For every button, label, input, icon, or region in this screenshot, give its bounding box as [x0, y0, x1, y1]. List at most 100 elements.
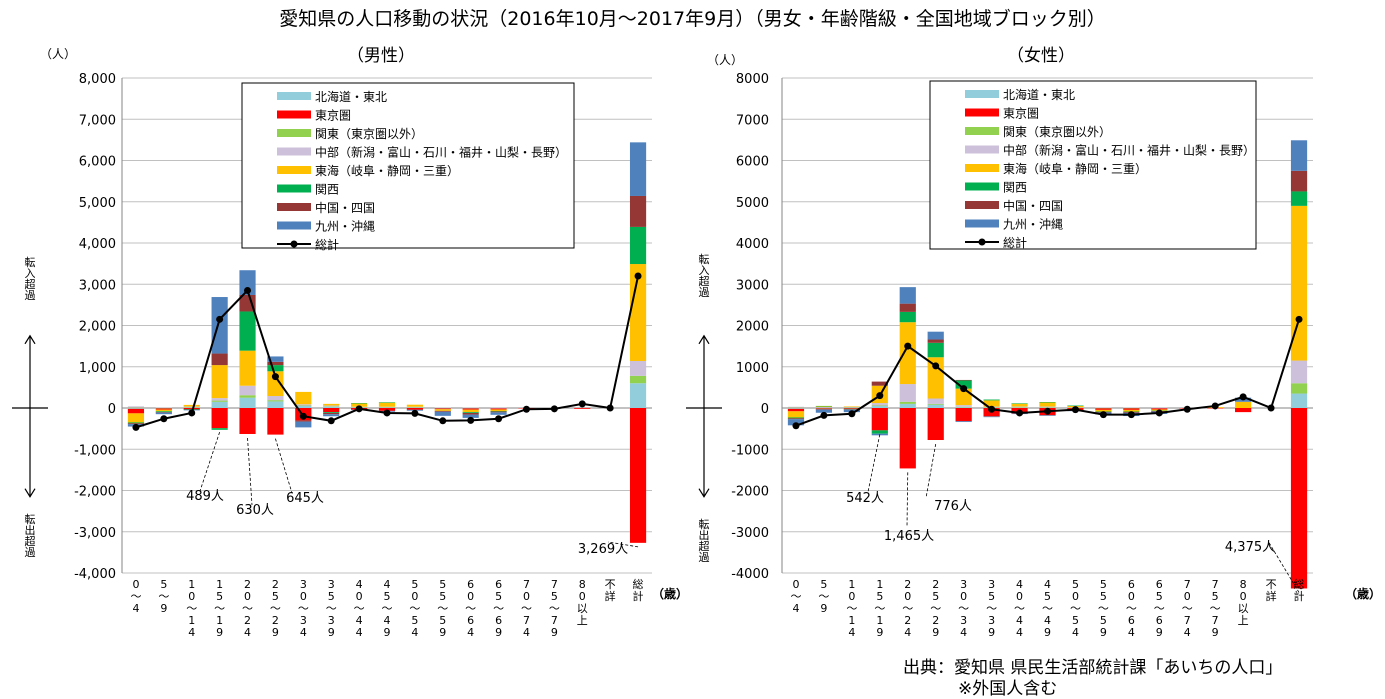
bar-segment-tokyo	[843, 408, 860, 409]
legend-swatch-kyushu_okinawa	[277, 221, 311, 230]
legend-label: 関東（東京圏以外）	[1003, 125, 1111, 139]
total-point	[1016, 409, 1024, 417]
bar-segment-tokai	[155, 409, 172, 412]
bar-segment-chubu	[462, 407, 479, 408]
svg-text:2: 2	[932, 614, 939, 627]
total-point	[1239, 393, 1247, 401]
bar-segment-tokai	[211, 365, 228, 399]
bar-segment-kyushu_okinawa	[787, 419, 805, 426]
bar-segment-tokai	[1235, 401, 1252, 408]
bar-segment-tokai	[267, 371, 284, 397]
svg-text:上: 上	[1238, 614, 1249, 627]
bar-segment-kyushu_okinawa	[295, 421, 312, 428]
arrow-down-head	[24, 488, 36, 498]
total-point	[578, 400, 586, 408]
legend-label: 関東（東京圏以外）	[315, 127, 423, 141]
svg-text:詳: 詳	[605, 589, 616, 603]
bar-segment-kanto	[378, 407, 396, 408]
y-unit-label: （人）	[40, 47, 76, 61]
svg-text:4: 4	[132, 602, 139, 615]
bar-segment-tokai	[843, 406, 860, 407]
svg-text:～: ～	[465, 602, 476, 615]
bar-segment-tokai	[323, 403, 340, 406]
bar-segment-kansai	[351, 403, 368, 404]
legend-label: 関西	[315, 183, 339, 197]
y-tick-label: -4000	[731, 567, 769, 582]
svg-text:6: 6	[467, 614, 474, 627]
bar-segment-kyushu_okinawa	[490, 412, 507, 415]
bar-segment-tokai	[983, 400, 1000, 407]
bar-segment-chugoku_shikoku	[323, 412, 340, 415]
svg-text:4: 4	[1044, 578, 1051, 591]
svg-text:入: 入	[25, 267, 36, 280]
x-tick-label: 10～14	[186, 578, 197, 639]
annotation-leader	[275, 438, 293, 494]
bar-segment-tokyo	[462, 408, 479, 410]
bar-segment-chubu	[211, 398, 228, 401]
x-tick-label: 15～19	[874, 578, 885, 639]
svg-text:3: 3	[328, 578, 335, 591]
y-tick-label: 7,000	[79, 113, 116, 128]
total-point	[988, 405, 996, 413]
bar-segment-chubu	[1151, 407, 1168, 409]
bar-segment-chugoku_shikoku	[462, 412, 479, 415]
svg-text:～: ～	[354, 602, 365, 615]
svg-text:7: 7	[1184, 578, 1191, 591]
male-chart: （男性） （人） （歳） -4,000 -3,000 -2,000 -1,000 0 1,000…	[12, 46, 688, 639]
svg-text:0: 0	[467, 590, 474, 603]
y-tick-label: 5,000	[79, 196, 116, 211]
svg-text:～: ～	[1014, 602, 1025, 615]
x-tick-label: 65～69	[493, 578, 504, 639]
bar-segment-kanto	[211, 400, 228, 402]
svg-text:1: 1	[848, 578, 855, 591]
svg-text:4: 4	[904, 626, 911, 639]
legend-swatch-chugoku_shikoku	[277, 203, 311, 211]
annotation-label: 3,269人	[578, 542, 628, 557]
legend-swatch-kansai	[277, 184, 311, 193]
total-point	[876, 392, 884, 400]
bar-segment-kansai	[629, 226, 647, 265]
total-point	[1071, 406, 1079, 414]
x-tick-label: 20～24	[902, 578, 913, 639]
bar-segment-kyushu_okinawa	[815, 409, 833, 413]
bar-segment-tokyo	[323, 408, 340, 413]
y-unit-label: （人）	[707, 53, 743, 67]
svg-text:6: 6	[495, 578, 502, 591]
bar-segment-hokkaido_tohoku	[787, 408, 805, 409]
legend-label: 総計	[1003, 235, 1027, 250]
bar-segment-chubu	[843, 406, 860, 408]
svg-text:5: 5	[272, 590, 279, 603]
bar-segment-kansai	[787, 417, 805, 419]
bar-segment-tokyo	[871, 408, 888, 431]
bar-segment-kyushu_okinawa	[267, 356, 284, 362]
svg-text:1: 1	[216, 578, 223, 591]
total-point	[1099, 411, 1107, 419]
bar-segment-kyushu_okinawa	[462, 414, 479, 418]
legend-swatch-chubu	[277, 147, 311, 156]
svg-text:超: 超	[699, 539, 710, 553]
total-point	[216, 315, 224, 323]
svg-text:5: 5	[439, 590, 446, 603]
bar-segment-kanto	[183, 407, 200, 408]
bar-segment-chugoku_shikoku	[434, 410, 451, 412]
bar-segment-chugoku_shikoku	[871, 381, 888, 386]
svg-text:6: 6	[1128, 614, 1135, 627]
bar-segment-kansai	[378, 402, 396, 403]
svg-text:9: 9	[932, 626, 939, 639]
bar-segment-chugoku_shikoku	[267, 361, 284, 366]
bar-segment-kanto	[323, 406, 340, 407]
svg-text:3: 3	[300, 578, 307, 591]
svg-text:4: 4	[188, 626, 195, 639]
legend-swatch-hokkaido_tohoku	[277, 92, 311, 100]
bar-segment-chubu	[1011, 406, 1028, 408]
bar-segment-kansai	[127, 422, 145, 424]
bar-segment-tokyo	[211, 408, 228, 429]
bar-segment-chubu	[955, 405, 972, 407]
bar-segment-tokai	[1039, 402, 1056, 407]
bar-segment-kanto	[955, 406, 972, 408]
svg-text:6: 6	[1156, 578, 1163, 591]
annotation-leader	[607, 541, 639, 548]
y-tick-label: 2000	[736, 320, 769, 335]
bar-segment-tokai	[899, 322, 916, 385]
bar-segment-hokkaido_tohoku	[211, 401, 228, 408]
